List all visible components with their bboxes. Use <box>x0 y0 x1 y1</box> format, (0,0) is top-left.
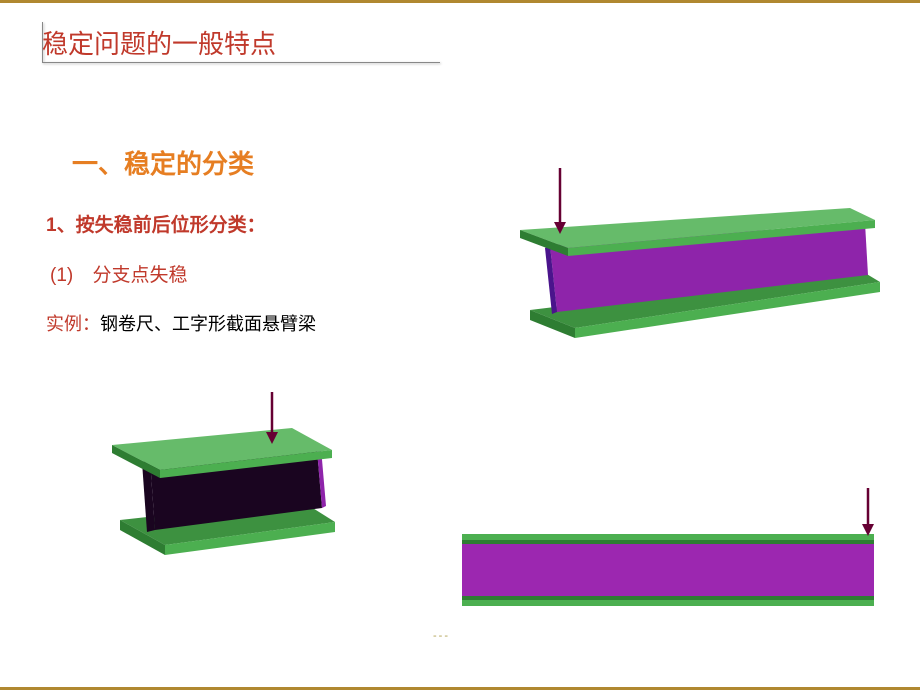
title-bar: 稳定问题的一般特点 <box>42 24 442 67</box>
example-label: 实例： <box>46 314 100 334</box>
slide-title: 稳定问题的一般特点 <box>42 24 442 67</box>
item-1-sub: (1) 分支点失稳 <box>50 260 188 287</box>
page-marker: --- <box>433 630 450 642</box>
example-line: 实例：钢卷尺、工字形截面悬臂梁 <box>46 310 316 336</box>
item-1-sub-num: (1) <box>50 265 73 286</box>
section-heading: 一、稳定的分类 <box>72 144 254 181</box>
item-1-sub-text: 分支点失稳 <box>93 265 188 286</box>
figure-ibeam-bottom-right <box>450 460 895 670</box>
example-text: 钢卷尺、工字形截面悬臂梁 <box>100 314 316 334</box>
title-underline <box>42 62 440 63</box>
figure-ibeam-bottom-left <box>70 380 380 575</box>
item-1: 1、按失稳前后位形分类： <box>46 210 266 237</box>
figure-ibeam-top-right <box>450 130 895 380</box>
